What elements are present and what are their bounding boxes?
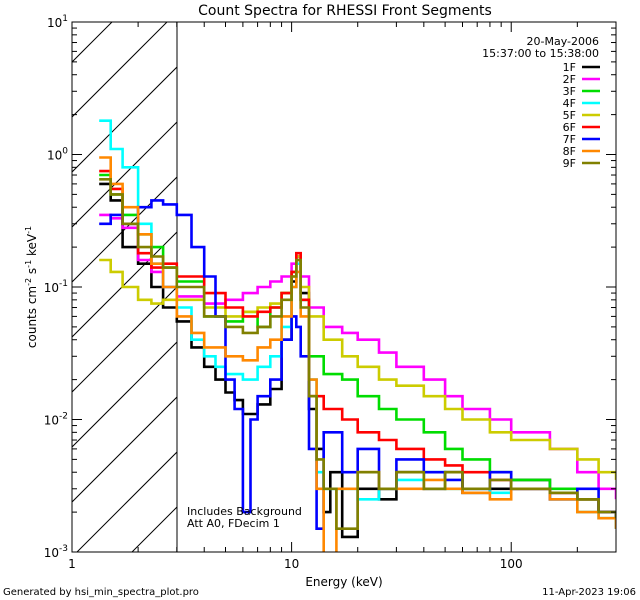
y-axis-label: counts cm-2 s-1 keV-1 bbox=[24, 226, 39, 348]
hatch-line bbox=[72, 396, 177, 503]
hatch-line bbox=[72, 66, 177, 173]
annotation-attenuator: Att A0, FDecim 1 bbox=[187, 517, 280, 530]
legend-label-8F: 8F bbox=[563, 145, 576, 158]
y-tick-label: 10-2 bbox=[44, 412, 68, 428]
y-axis-label-mid: s bbox=[25, 268, 39, 278]
hatch-line bbox=[72, 176, 177, 283]
y-axis-label-base: counts cm bbox=[25, 286, 39, 348]
legend-label-9F: 9F bbox=[563, 157, 576, 170]
legend-label-6F: 6F bbox=[563, 121, 576, 134]
annotation-background: Includes Background bbox=[187, 505, 302, 518]
observation-time-range: 15:37:00 to 15:38:00 bbox=[482, 47, 599, 60]
y-tick-label: 10-1 bbox=[44, 279, 68, 295]
y-tick-label: 101 bbox=[47, 14, 68, 30]
series-5F-line bbox=[99, 255, 616, 480]
hatch-line bbox=[72, 286, 177, 393]
y-axis-label-sup1: -2 bbox=[24, 278, 33, 286]
legend-label-7F: 7F bbox=[563, 133, 576, 146]
hatch-line bbox=[72, 22, 168, 118]
svg-text:counts cm-2 s-1 keV-1: counts cm-2 s-1 keV-1 bbox=[24, 226, 39, 348]
y-axis-label-sup3: -1 bbox=[24, 226, 33, 234]
x-axis-label: Energy (keV) bbox=[305, 575, 382, 589]
legend-label-4F: 4F bbox=[563, 97, 576, 110]
hatch-line bbox=[72, 22, 113, 63]
chart-title: Count Spectra for RHESSI Front Segments bbox=[198, 3, 492, 19]
x-tick-label: 1 bbox=[68, 557, 76, 571]
footer-generated-by: Generated by hsi_min_spectra_plot.pro bbox=[3, 587, 199, 598]
x-tick-label: 10 bbox=[284, 557, 299, 571]
y-tick-label: 10-3 bbox=[44, 544, 68, 560]
hatch-line bbox=[72, 231, 177, 338]
y-axis-label-end: keV bbox=[25, 233, 39, 260]
legend-label-2F: 2F bbox=[563, 73, 576, 86]
legend-label-5F: 5F bbox=[563, 109, 576, 122]
footer-timestamp: 11-Apr-2023 19:06 bbox=[542, 587, 636, 598]
spectra-series bbox=[99, 119, 616, 552]
legend-label-3F: 3F bbox=[563, 85, 576, 98]
background-hatched-region bbox=[0, 0, 177, 552]
y-tick-label: 100 bbox=[47, 147, 68, 163]
hatch-line bbox=[0, 0, 127, 552]
y-axis-label-sup2: -1 bbox=[24, 260, 33, 268]
series-9F-line bbox=[99, 178, 616, 530]
observation-date: 20-May-2006 bbox=[527, 35, 599, 48]
axes: 1 10 100 10-3 10-2 10-1 100 101 bbox=[44, 14, 617, 571]
legend-label-1F: 1F bbox=[563, 61, 576, 74]
x-tick-label: 100 bbox=[500, 557, 523, 571]
